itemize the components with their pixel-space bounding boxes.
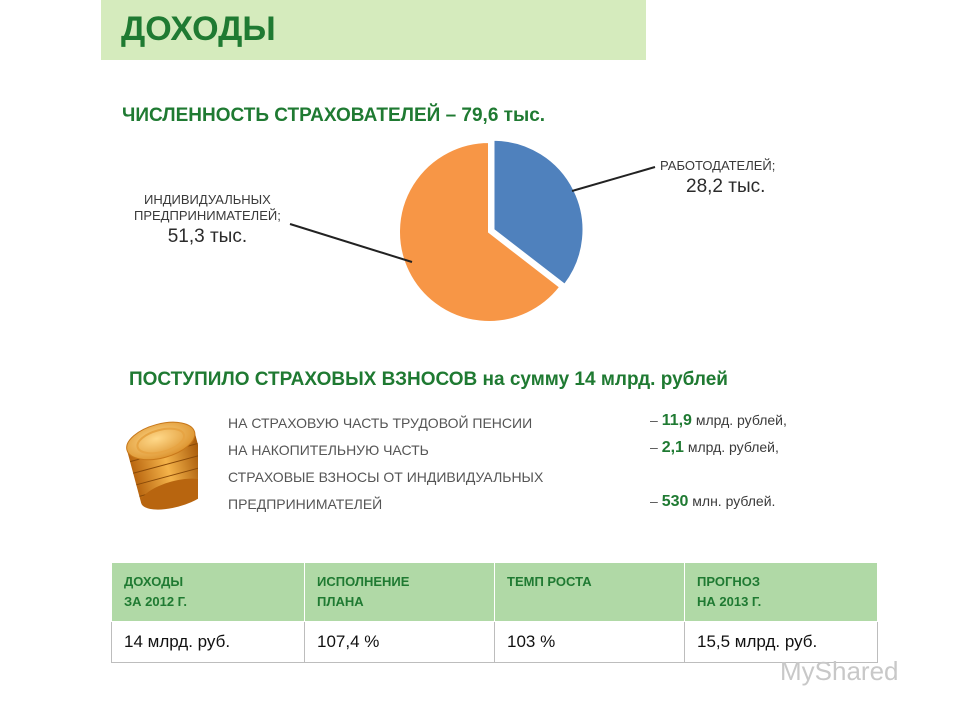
slice-value: 51,3 тыс. — [167, 226, 248, 247]
slice-category-line2: ПРЕДПРИНИМАТЕЛЕЙ; — [134, 208, 281, 223]
watermark: MyShared — [780, 656, 899, 686]
header-plan-execution: ИСПОЛНЕНИЕ ПЛАНА — [304, 562, 495, 622]
slice-category-line1: ИНДИВИДУАЛЬНЫХ — [144, 192, 271, 207]
contribution-label-entrepreneurs-2: ПРЕДПРИНИМАТЕЛЕЙ — [228, 496, 383, 512]
coins-icon — [126, 421, 198, 510]
contribution-value-funded: – 2,1 млрд. рублей, — [650, 439, 779, 456]
title-banner: ДОХОДЫ — [101, 0, 646, 60]
contributions-title: ПОСТУПИЛО СТРАХОВЫХ ВЗНОСОВ на сумму 14 … — [129, 369, 728, 390]
cell-plan-execution: 107,4 % — [304, 621, 495, 663]
cell-income-2012: 14 млрд. руб. — [111, 621, 305, 663]
table-row: 14 млрд. руб. 107,4 % 103 % 15,5 млрд. р… — [111, 621, 878, 663]
pie-chart — [289, 138, 656, 323]
page-title: ДОХОДЫ — [121, 10, 276, 48]
leader-line-employers — [571, 166, 656, 192]
contribution-label-funded: НА НАКОПИТЕЛЬНУЮ ЧАСТЬ — [228, 442, 429, 458]
table-header-row: ДОХОДЫ ЗА 2012 Г. ИСПОЛНЕНИЕ ПЛАНА ТЕМП … — [111, 562, 878, 622]
pie-slice-entrepreneurs — [398, 140, 562, 323]
contribution-value-entrepreneurs: – 530 млн. рублей. — [650, 493, 776, 510]
leader-line-entrepreneurs — [289, 223, 413, 263]
header-growth-rate: ТЕМП РОСТА — [494, 562, 685, 622]
contribution-label-entrepreneurs-1: СТРАХОВЫЕ ВЗНОСЫ ОТ ИНДИВИДУАЛЬНЫХ — [228, 469, 544, 485]
income-table: ДОХОДЫ ЗА 2012 Г. ИСПОЛНЕНИЕ ПЛАНА ТЕМП … — [111, 562, 878, 663]
header-income-2012: ДОХОДЫ ЗА 2012 Г. — [111, 562, 305, 622]
contribution-value-insurance: – 11,9 млрд. рублей, — [650, 412, 787, 429]
cell-forecast-2013: 15,5 млрд. руб. — [684, 621, 878, 663]
contribution-label-insurance: НА СТРАХОВУЮ ЧАСТЬ ТРУДОВОЙ ПЕНСИИ — [228, 415, 533, 431]
slice-value: 28,2 тыс. — [686, 176, 766, 197]
header-forecast-2013: ПРОГНОЗ НА 2013 Г. — [684, 562, 878, 622]
chart-title: ЧИСЛЕННОСТЬ СТРАХОВАТЕЛЕЙ – 79,6 тыс. — [122, 105, 546, 126]
cell-growth-rate: 103 % — [494, 621, 685, 663]
slice-label-entrepreneurs: ИНДИВИДУАЛЬНЫХ ПРЕДПРИНИМАТЕЛЕЙ; 51,3 ты… — [134, 192, 281, 250]
slice-category: РАБОТОДАТЕЛЕЙ; — [660, 158, 776, 173]
slice-label-employers: РАБОТОДАТЕЛЕЙ; 28,2 тыс. — [660, 158, 775, 200]
